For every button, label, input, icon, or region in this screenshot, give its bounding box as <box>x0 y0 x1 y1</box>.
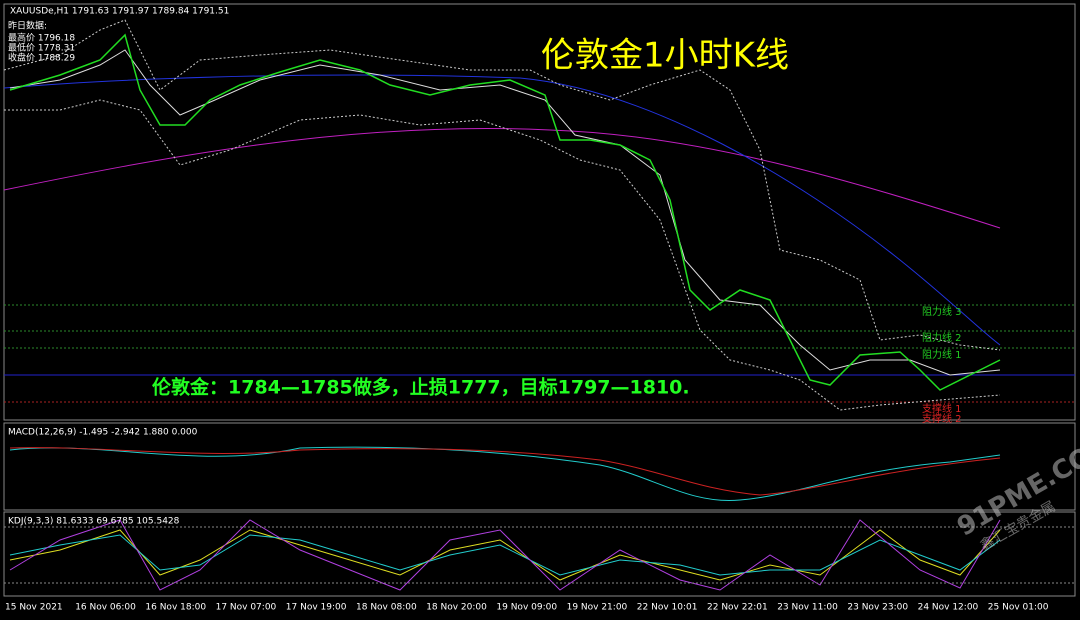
time-label: 22 Nov 22:01 <box>707 603 768 613</box>
kdj-k <box>9 529 1001 581</box>
info-title: 昨日数据: <box>8 20 47 32</box>
time-label: 25 Nov 01:00 <box>988 603 1049 613</box>
time-label: 18 Nov 20:00 <box>426 603 487 613</box>
time-label: 19 Nov 09:00 <box>496 603 557 613</box>
time-label: 23 Nov 23:00 <box>847 603 908 613</box>
time-label: 22 Nov 10:01 <box>637 603 698 613</box>
time-axis: 15 Nov 2021 16 Nov 06:00 16 Nov 18:00 17 No… <box>5 603 1049 613</box>
level-label: 阻力线 1 <box>922 348 962 361</box>
trade-annotation: 伦敦金：1784—1785做多，止损1777，目标1797—1810. <box>152 376 690 399</box>
time-label: 17 Nov 19:00 <box>286 603 347 613</box>
info-row: 最高价 1796.18 <box>8 32 75 44</box>
chart-title: 伦敦金1小时K线 <box>541 36 789 76</box>
main-panel <box>3 3 1076 421</box>
level-label: 阻力线 2 <box>922 331 962 344</box>
price-path <box>9 33 1001 391</box>
time-label: 23 Nov 11:00 <box>777 603 838 613</box>
macd-label: MACD(12,26,9) -1.495 -2.942 1.880 0.000 <box>8 428 198 438</box>
bollinger-upper <box>3 19 1001 351</box>
time-label: 24 Nov 12:00 <box>918 603 979 613</box>
time-label: 17 Nov 07:00 <box>216 603 277 613</box>
time-label: 15 Nov 2021 <box>5 603 63 613</box>
kdj-panel <box>3 511 1076 597</box>
time-label: 16 Nov 18:00 <box>145 603 206 613</box>
time-label: 16 Nov 06:00 <box>75 603 136 613</box>
ma-short <box>9 49 1001 376</box>
kdj-label: KDJ(9,3,3) 81.6333 69.6785 105.5428 <box>8 517 180 527</box>
macd-panel <box>3 422 1076 511</box>
ma-mid <box>3 74 1001 346</box>
level-label: 阻力线 3 <box>922 305 962 318</box>
level-label: 支撑线 1 <box>922 402 962 415</box>
symbol-header: XAUUSDe,H1 1791.63 1791.97 1789.84 1791.… <box>10 7 229 17</box>
level-label: 支撑线 2 <box>922 412 962 425</box>
levels <box>4 304 1075 403</box>
info-row: 最低价 1778.31 <box>8 42 75 54</box>
time-label: 18 Nov 08:00 <box>356 603 417 613</box>
info-row: 收盘价 1788.29 <box>8 52 75 64</box>
signal-line <box>9 447 1001 496</box>
ma-long <box>3 127 1001 229</box>
time-label: 19 Nov 21:00 <box>567 603 628 613</box>
indicators <box>3 19 1075 591</box>
bollinger-lower <box>4 99 1001 411</box>
kdj-d <box>9 534 1001 576</box>
